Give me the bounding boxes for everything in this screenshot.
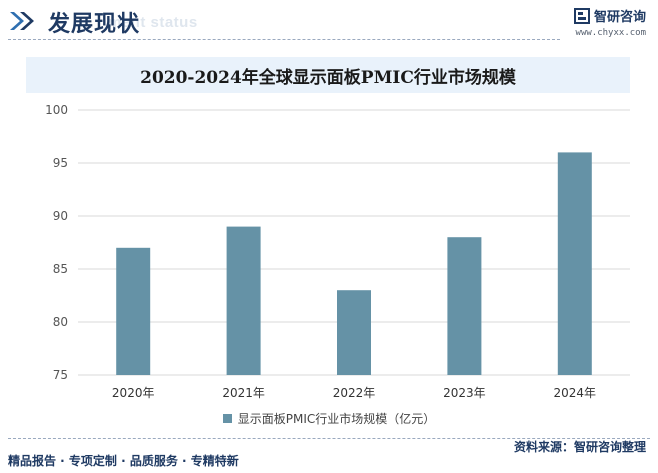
bar bbox=[226, 226, 261, 375]
legend-label: 显示面板PMIC行业市场规模（亿元） bbox=[237, 412, 436, 426]
y-tick-label: 90 bbox=[53, 209, 68, 223]
chart-title: 2020-2024年全球显示面板PMIC行业市场规模 bbox=[140, 67, 516, 88]
x-tick-label: 2024年 bbox=[554, 386, 597, 400]
legend: 显示面板PMIC行业市场规模（亿元） bbox=[0, 410, 658, 427]
header: ment status 发展现状 智研咨询 www.chyxx.com bbox=[0, 0, 658, 46]
chevron-arrows-icon bbox=[10, 12, 34, 30]
bar bbox=[337, 290, 371, 375]
bar bbox=[447, 237, 482, 375]
x-tick-label: 2021年 bbox=[222, 386, 265, 400]
x-tick-label: 2023年 bbox=[443, 386, 486, 400]
page-title: 发展现状 bbox=[48, 12, 141, 37]
brand-logo-icon bbox=[573, 7, 590, 24]
brand: 智研咨询 www.chyxx.com bbox=[573, 6, 646, 38]
footer-source: 资料来源：智研咨询整理 bbox=[513, 440, 646, 454]
brand-url: www.chyxx.com bbox=[575, 28, 646, 38]
chart-title-bar: 2020-2024年全球显示面板PMIC行业市场规模 bbox=[26, 57, 630, 93]
header-divider bbox=[8, 39, 560, 40]
y-tick-label: 85 bbox=[53, 262, 68, 276]
y-tick-label: 100 bbox=[45, 103, 68, 117]
x-tick-label: 2020年 bbox=[112, 386, 155, 400]
y-tick-label: 75 bbox=[53, 368, 68, 382]
y-tick-label: 95 bbox=[53, 156, 68, 170]
bar bbox=[557, 152, 592, 375]
footer-divider bbox=[8, 438, 650, 439]
bar bbox=[116, 247, 151, 375]
y-tick-label: 80 bbox=[53, 315, 68, 329]
x-tick-label: 2022年 bbox=[333, 386, 376, 400]
header-subtitle: ment status bbox=[108, 14, 198, 31]
footer-tagline: 精品报告 · 专项定制 · 品质服务 · 专精特新 bbox=[8, 454, 239, 468]
legend-swatch bbox=[222, 414, 232, 423]
brand-name: 智研咨询 bbox=[593, 10, 646, 25]
